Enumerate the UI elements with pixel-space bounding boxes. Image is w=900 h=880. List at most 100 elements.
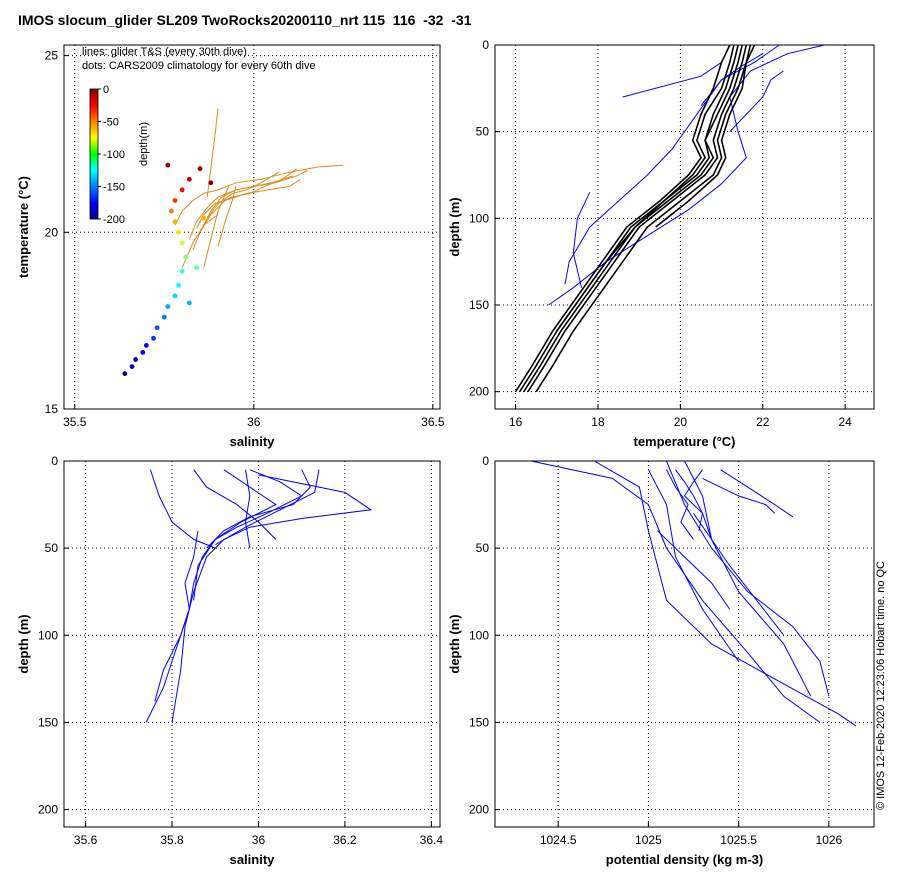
ts-panel: 35.5 36 36.5 15 20 25 salinity temperature (°C)… (16, 44, 445, 449)
ts-ytick-label-0: 15 (45, 402, 59, 416)
sal_depth-ytick-label-2: 100 (38, 628, 58, 642)
dens-blue-profile-3 (666, 461, 830, 697)
ts-clim-dot-21 (208, 180, 214, 186)
temp-blue-profile-5 (572, 192, 591, 288)
temp_depth-xtick-label-2: 20 (674, 415, 688, 429)
temp_depth-frame (494, 44, 875, 410)
temp-blue-profile-3 (729, 70, 784, 133)
dens_depth-xtick-label-0: 1024.5 (540, 833, 577, 847)
ts-border (63, 44, 441, 410)
temp_depth-ytick-label-1: 50 (476, 125, 490, 139)
sal_depth-ytick-label-1: 50 (45, 541, 59, 555)
ts-glider-line-0 (174, 164, 344, 226)
temp_depth-ylabel: depth (m) (447, 197, 462, 256)
sal_depth-xtick-label-3: 36.2 (333, 833, 357, 847)
sal_depth-ytick-label-3: 150 (38, 715, 58, 729)
ts-clim-dot-14 (176, 229, 181, 235)
sal_depth-ytick-label-0: 0 (51, 454, 58, 468)
dens_depth-ytick-label-3: 150 (469, 715, 489, 729)
dens-blue-profile-7 (657, 530, 731, 610)
dens_depth-xlabel: potential density (kg m-3) (606, 852, 763, 867)
ts-clim-dot-7 (161, 314, 167, 320)
dens-blue-profile-4 (647, 469, 740, 662)
ts-frame (63, 44, 441, 410)
dens_depth-ylabel: depth (m) (447, 614, 462, 673)
ts-clim-dot-10 (176, 282, 181, 288)
temp-black-profile-2 (514, 45, 731, 393)
density-depth-panel: 1024.5 1025 1025.5 1026 0 50 100 150 200 potentia… (447, 454, 875, 867)
ts-xtick-label-1: 36 (247, 415, 261, 429)
ts-data (122, 108, 344, 377)
ts-glider-line-9 (181, 214, 219, 268)
sal_depth-ylabel: depth (m) (16, 614, 31, 673)
dens_depth-xtick-label-2: 1025.5 (720, 833, 757, 847)
ts-xtick-label-2: 36.5 (421, 415, 445, 429)
ts-clim-dot-18 (179, 187, 185, 193)
temp_depth-ytick-label-4: 200 (469, 385, 489, 399)
sal-blue-profile-4 (193, 469, 277, 540)
ts-clim-dot-2 (133, 357, 139, 362)
ts-clim-dot-24 (194, 265, 199, 271)
sal_depth-xtick-label-4: 36.4 (420, 833, 444, 847)
temp_depth-xtick-label-0: 16 (509, 415, 523, 429)
temp-blue-profile-2 (622, 61, 722, 98)
ts-clim-dot-22 (165, 162, 171, 168)
sal_depth-ytick-label-4: 200 (38, 803, 58, 817)
temperature-depth-panel: 16 18 20 22 24 0 50 100 150 200 temperature (°C) de… (447, 38, 875, 449)
temp-blue-profile-0 (564, 45, 780, 285)
ts-clim-dot-9 (172, 293, 178, 299)
ts-colorbar-label-0: 0 (103, 84, 109, 96)
ts-glider-line-7 (203, 186, 230, 268)
temp_depth-ytick-label-2: 100 (469, 211, 489, 225)
ts-ytick-label-1: 20 (45, 225, 59, 239)
ts-colorbar-title: depth(m) (138, 122, 150, 166)
ts-clim-dot-12 (183, 254, 189, 260)
dens-blue-profile-6 (720, 469, 794, 518)
ts-colorbar (89, 88, 99, 220)
ts-colorbar-label-3: -150 (103, 182, 125, 194)
dens-blue-profile-11 (666, 469, 694, 540)
ts-clim-dot-15 (172, 219, 178, 225)
salinity-depth-panel: 35.6 35.8 36 36.2 36.4 0 50 100 150 200 salinity de… (16, 454, 443, 867)
ts-clim-dot-8 (165, 304, 171, 309)
sal_depth-xtick-label-0: 35.6 (74, 833, 98, 847)
sal_depth-frame (63, 460, 441, 828)
sal_depth-border (63, 460, 441, 828)
dens-blue-profile-2 (684, 461, 812, 697)
ts-clim-dot-13 (179, 240, 185, 246)
temp_depth-xtick-label-4: 24 (838, 415, 852, 429)
temp-black-profile-3 (535, 45, 756, 393)
dens-blue-profile-8 (693, 513, 785, 636)
footer-timestamp: © IMOS 12-Feb-2020 12:23:06 Hobart time.… (875, 561, 887, 810)
ts-ylabel: temperature (°C) (16, 176, 31, 278)
sal_depth-xtick-label-2: 36 (252, 833, 266, 847)
ts-clim-dot-20 (197, 166, 203, 172)
dens_depth-ytick-label-2: 100 (469, 628, 489, 642)
temp-blue-profile-1 (548, 45, 825, 306)
page-title: IMOS slocum_glider SL209 TwoRocks2020011… (18, 12, 472, 28)
ts-clim-dot-5 (151, 335, 156, 341)
ts-clim-dot-19 (186, 176, 192, 182)
sal-blue-profile-6 (215, 469, 320, 546)
ts-colorbar-label-4: -200 (103, 214, 125, 226)
ts-legend-entry-0: lines: glider T&S (every 30th dive) (82, 46, 247, 58)
temp_depth-data (514, 45, 825, 393)
sal-blue-profile-3 (206, 469, 311, 549)
sal-blue-profile-2 (193, 469, 277, 601)
ts-clim-dot-6 (154, 325, 160, 331)
ts-legend-entry-1: dots: CARS2009 climatology for every 60t… (82, 60, 316, 72)
dens_depth-ytick-label-0: 0 (482, 454, 489, 468)
ts-clim-dot-11 (179, 268, 185, 274)
ts-glider-line-3 (199, 175, 294, 233)
sal-blue-profile-5 (149, 469, 216, 549)
sal-blue-profile-7 (244, 469, 251, 549)
dens_depth-ytick-label-1: 50 (476, 541, 490, 555)
dens-blue-profile-5 (702, 477, 776, 514)
temp-black-profile-6 (655, 45, 752, 228)
temp_depth-xlabel: temperature (°C) (634, 434, 736, 449)
ts-clim-dot-3 (140, 350, 146, 355)
sal-blue-profile-8 (154, 530, 199, 702)
dens_depth-xtick-label-3: 1026 (816, 833, 843, 847)
